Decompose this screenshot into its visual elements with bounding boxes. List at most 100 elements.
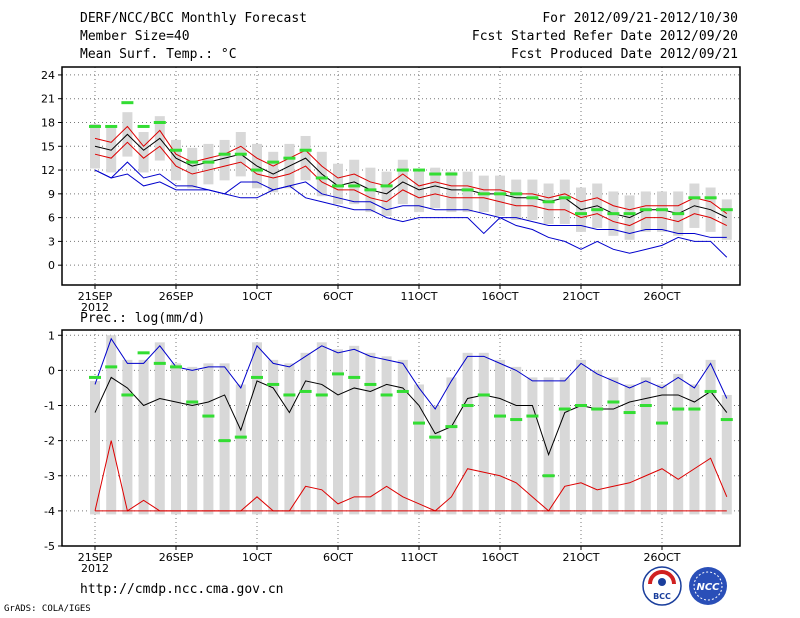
temp-obs-marker — [299, 148, 312, 152]
prec-spread-box — [106, 335, 117, 515]
temp-line-p_low — [94, 141, 728, 227]
temp-line-mean — [94, 133, 728, 219]
prec-obs-marker — [672, 407, 685, 411]
prec-obs-marker — [283, 393, 296, 397]
bcc-logo-text: BCC — [653, 592, 671, 601]
prec-obs-marker — [89, 375, 101, 379]
temp-spread-box — [462, 171, 473, 213]
prec-ytick-label: -3 — [44, 470, 55, 483]
prec-obs-marker — [494, 414, 506, 418]
temp-xtick-label: 26SEP — [159, 290, 194, 303]
prec-obs-marker — [299, 389, 312, 393]
temp-ytick-label: 12 — [41, 164, 55, 177]
prec-obs-marker — [218, 439, 231, 443]
temp-obs-marker — [153, 120, 166, 124]
prec-obs-marker — [251, 375, 263, 379]
temp-spread-box — [640, 191, 651, 232]
prec-obs-marker — [623, 411, 636, 415]
prec-obs-marker — [510, 418, 523, 422]
temp-obs-marker — [202, 160, 215, 164]
temp-spread-box — [219, 139, 230, 181]
prec-obs-marker — [396, 389, 409, 393]
footer-url[interactable]: http://cmdp.ncc.cma.gov.cn — [80, 582, 284, 597]
temp-xtick-label: 6OCT — [323, 290, 353, 303]
prec-obs-marker — [461, 404, 474, 408]
prec-spread-box — [478, 352, 489, 515]
prec-spread-box — [705, 359, 716, 515]
prec-spread-box — [138, 359, 149, 515]
prec-spread-box — [414, 384, 424, 515]
prec-obs-marker — [607, 400, 620, 404]
temp-obs-marker — [704, 196, 717, 200]
prec-spread-box — [171, 363, 181, 515]
prec-obs-marker — [477, 393, 490, 397]
prec-spread-box — [721, 394, 732, 515]
temp-line-max — [94, 169, 727, 238]
prec-xtick-label: 16OCT — [481, 551, 518, 564]
chart-title: DERF/NCC/BCC Monthly Forecast — [80, 11, 307, 26]
temp-obs-marker — [89, 124, 101, 128]
prec-obs-marker — [121, 393, 134, 397]
prec-spread-box — [284, 363, 295, 515]
temp-obs-marker — [477, 192, 490, 196]
temp-ytick-label: 9 — [48, 188, 55, 201]
prec-spread-box — [154, 342, 165, 515]
temp-spread-box — [721, 199, 732, 240]
prec-obs-marker — [137, 351, 150, 355]
prec-spread-box — [559, 377, 570, 515]
prec-ytick-label: 0 — [48, 364, 55, 377]
temp-obs-marker — [591, 208, 604, 212]
temp-spread-box — [268, 151, 279, 193]
produced-date: Fcst Produced Date 2012/09/21 — [511, 47, 738, 62]
temp-spread-box — [430, 167, 441, 209]
prec-spread-box — [462, 352, 473, 515]
prec-spread-box — [640, 377, 651, 515]
prec-xtick-label: 1OCT — [242, 551, 272, 564]
prec-obs-marker — [720, 418, 733, 422]
prec-obs-marker — [656, 421, 668, 425]
temp-obs-marker — [348, 184, 361, 188]
prec-obs-marker — [429, 435, 442, 439]
prec-obs-marker — [267, 382, 280, 386]
temp-ytick-label: 18 — [41, 116, 55, 129]
temp-obs-marker — [623, 212, 636, 216]
prec-obs-marker — [315, 393, 328, 397]
prec-spread-box — [381, 356, 392, 515]
temp-spread-box — [559, 179, 570, 224]
temp-xtick-sublabel: 2012 — [81, 301, 109, 314]
temp-obs-marker — [672, 212, 685, 216]
prec-xtick-label: 11OCT — [400, 551, 437, 564]
prec-obs-marker — [639, 404, 652, 408]
temp-spread-box — [495, 175, 505, 217]
temp-obs-marker — [121, 101, 134, 105]
variable-label: Mean Surf. Temp.: °C — [80, 47, 237, 62]
prec-spread-box — [576, 359, 586, 515]
prec-obs-marker — [688, 407, 701, 411]
member-size: Member Size=40 — [80, 29, 190, 44]
temp-frame — [61, 66, 741, 286]
temp-xtick-label: 21SEP — [78, 290, 113, 303]
temp-obs-marker — [575, 212, 587, 216]
precip-label: Prec.: log(mm/d) — [80, 311, 206, 326]
prec-spread-box — [300, 352, 311, 515]
temp-obs-marker — [332, 184, 344, 188]
temp-xtick-label: 1OCT — [242, 290, 272, 303]
temp-ytick-label: 24 — [41, 69, 55, 82]
prec-obs-marker — [332, 372, 344, 376]
temp-spread-box — [414, 171, 424, 213]
prec-frame — [61, 329, 741, 547]
temp-obs-marker — [494, 192, 506, 196]
prec-obs-marker — [591, 407, 604, 411]
temp-obs-marker — [510, 192, 523, 196]
prec-obs-marker — [558, 407, 571, 411]
temp-xtick-label: 21OCT — [562, 290, 599, 303]
temp-line-min — [94, 161, 728, 258]
prec-ytick-label: -2 — [44, 435, 55, 448]
temp-spread-box — [171, 139, 181, 181]
temp-spread-box — [543, 183, 554, 224]
temp-obs-marker — [234, 152, 247, 156]
temp-ytick-label: 0 — [48, 259, 55, 272]
prec-obs-marker — [170, 365, 182, 369]
prec-spread-box — [203, 363, 214, 515]
temp-spread-box — [203, 143, 214, 185]
